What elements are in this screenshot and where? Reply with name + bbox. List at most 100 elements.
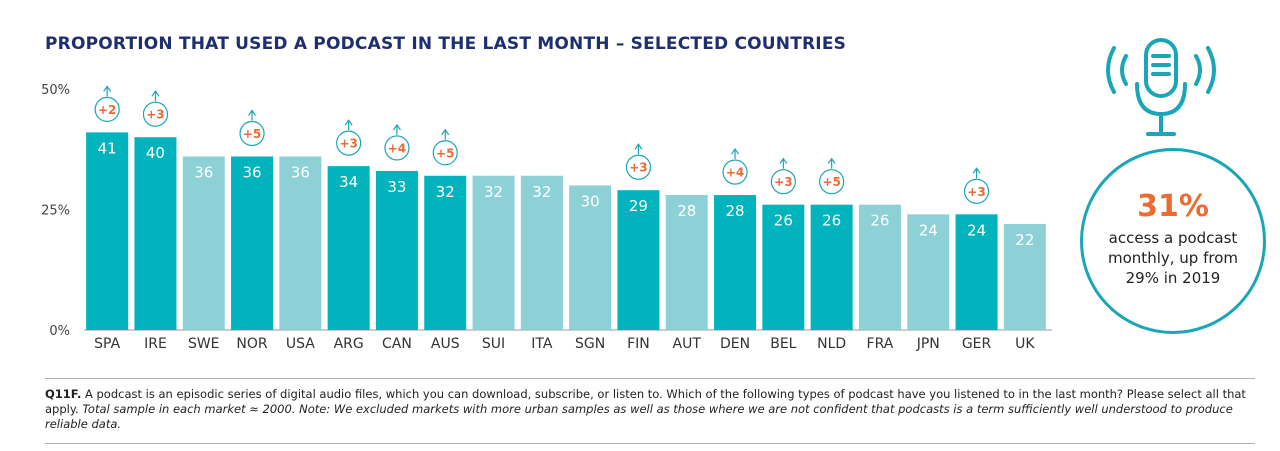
change-badge — [819, 169, 845, 195]
bar — [1003, 223, 1046, 330]
change-badge — [336, 130, 362, 156]
change-label: +3 — [339, 137, 357, 151]
bar — [424, 175, 467, 330]
change-label: +2 — [98, 103, 116, 117]
change-arrow-head — [103, 85, 112, 92]
bar — [134, 137, 177, 330]
bar — [279, 156, 322, 330]
data-label: 32 — [532, 183, 551, 201]
data-label: 32 — [484, 183, 503, 201]
change-badge — [432, 140, 458, 166]
data-label: 26 — [822, 212, 841, 230]
callout-value: 31% — [1137, 189, 1209, 224]
data-label: 32 — [436, 183, 455, 201]
x-tick-label: GER — [962, 336, 992, 352]
microphone-icon — [1106, 38, 1216, 136]
x-tick-label: UK — [1015, 336, 1035, 352]
bar — [858, 204, 901, 330]
top-divider — [45, 378, 1255, 379]
change-arrow-head — [344, 119, 353, 126]
footnote-question-id: Q11F. — [45, 387, 82, 401]
change-label: +5 — [243, 127, 261, 141]
change-label: +5 — [822, 175, 840, 189]
x-tick-label: CAN — [382, 336, 412, 352]
chart-title: PROPORTION THAT USED A PODCAST IN THE LA… — [45, 34, 847, 54]
change-badge — [770, 169, 796, 195]
y-tick-label: 0% — [49, 324, 70, 339]
x-tick-label: NLD — [817, 336, 846, 352]
footnote-question: A podcast is an episodic series of digit… — [45, 387, 1246, 416]
x-tick-label: FRA — [867, 336, 894, 352]
data-label: 24 — [967, 221, 986, 239]
bar — [569, 185, 612, 330]
change-label: +3 — [146, 108, 164, 122]
podcast-bar-chart: 0% 25% 50% 41 SPA +2 40 IRE +3 36 SWE 36 NOR +5 36 USA 3… — [41, 83, 1052, 352]
x-tick-label: JPN — [916, 336, 940, 352]
data-label: 22 — [1015, 231, 1034, 249]
bar — [714, 195, 757, 330]
change-arrow-head — [634, 143, 643, 150]
change-arrow-head — [827, 157, 836, 165]
bar — [665, 195, 708, 330]
x-tick-label: ITA — [531, 336, 553, 352]
bar — [231, 156, 274, 330]
data-label: 36 — [243, 163, 262, 181]
data-label: 24 — [919, 221, 938, 239]
callout-text: access a podcast monthly, up from 29% in… — [1095, 228, 1251, 288]
bar — [375, 170, 418, 330]
change-badge — [384, 135, 410, 161]
change-arrow-head — [731, 147, 740, 155]
change-label: +4 — [726, 166, 744, 180]
change-badge — [239, 120, 265, 147]
x-tick-label: IRE — [144, 336, 167, 352]
change-badge — [94, 96, 120, 122]
data-label: 28 — [726, 202, 745, 220]
change-arrow-head — [779, 157, 788, 165]
x-tick-label: AUS — [431, 336, 460, 352]
bar — [327, 166, 370, 330]
x-tick-label: SGN — [575, 336, 605, 352]
data-label: 36 — [291, 163, 310, 181]
bar — [520, 175, 563, 330]
data-label: 40 — [146, 144, 165, 162]
y-tick-label: 50% — [41, 83, 70, 98]
change-label: +3 — [967, 185, 985, 199]
change-badge — [963, 178, 990, 204]
x-tick-label: AUT — [673, 336, 702, 352]
change-arrow-head — [151, 90, 160, 97]
bottom-divider — [45, 443, 1255, 444]
x-tick-label: SPA — [94, 336, 120, 352]
bar — [955, 214, 998, 330]
data-label: 33 — [387, 178, 406, 196]
change-arrow-head — [248, 109, 257, 116]
x-tick-label: DEN — [720, 336, 750, 352]
bar — [762, 204, 805, 330]
data-label: 36 — [194, 163, 213, 181]
change-label: +3 — [629, 161, 647, 175]
footnote-detail: Total sample in each market ≈ 2000. Note… — [45, 402, 1233, 431]
change-label: +4 — [388, 141, 406, 155]
x-tick-label: SWE — [188, 336, 220, 352]
data-label: 26 — [774, 212, 793, 230]
change-arrow-head — [392, 123, 401, 131]
x-tick-label: FIN — [627, 336, 650, 352]
callout-line-2: monthly, up from — [1108, 249, 1238, 267]
footnote: Q11F. A podcast is an episodic series of… — [45, 387, 1255, 432]
data-label: 30 — [581, 192, 600, 210]
bar — [907, 214, 950, 330]
x-tick-label: USA — [286, 336, 315, 352]
bar — [810, 204, 853, 330]
bar — [617, 190, 660, 330]
change-badge — [142, 101, 169, 127]
change-badge — [722, 159, 748, 185]
data-label: 28 — [677, 202, 696, 220]
change-badge — [625, 154, 652, 180]
change-arrow-head — [441, 128, 450, 136]
bar — [86, 132, 129, 330]
x-tick-label: ARG — [334, 336, 364, 352]
bar — [182, 156, 225, 330]
bar — [472, 175, 515, 330]
change-label: +5 — [436, 146, 454, 160]
change-arrow-head — [972, 167, 981, 174]
change-label: +3 — [774, 175, 792, 189]
